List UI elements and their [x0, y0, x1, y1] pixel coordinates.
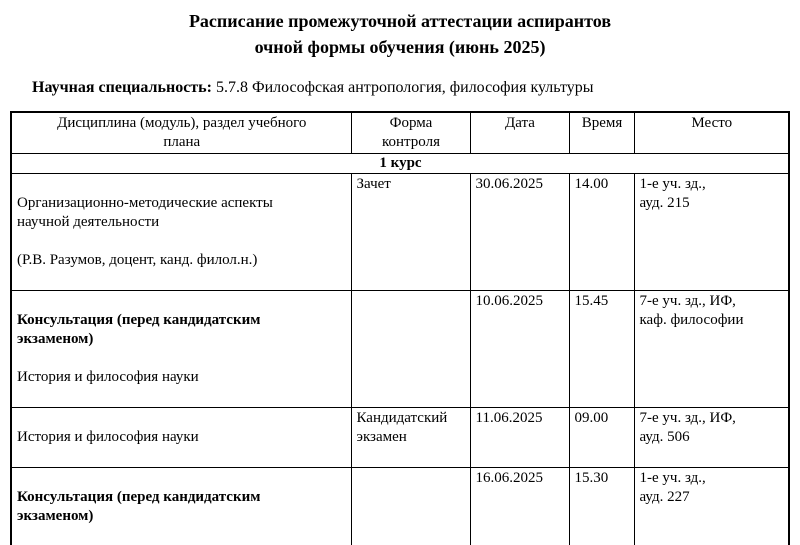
cell-date: 30.06.2025: [469, 173, 570, 291]
document-title-line1: Расписание промежуточной аттестации аспи…: [188, 11, 612, 31]
cell-form: [350, 290, 471, 408]
cell-time: 15.30: [568, 467, 635, 545]
cell-form: [350, 467, 471, 545]
cell-time: 09.00: [568, 407, 635, 468]
table-row: Консультация (перед кандидатским экзамен…: [10, 290, 790, 408]
cell-place: 7-е уч. зд., ИФ, каф. философии: [633, 290, 790, 408]
header-time: Время: [568, 111, 635, 154]
discipline-bold-text: Консультация (перед кандидатским экзамен…: [17, 489, 261, 524]
cell-place: 1-е уч. зд., ауд. 215: [633, 173, 790, 291]
cell-form: Зачет: [350, 173, 471, 291]
specialty-value: 5.7.8 Философская антропология, философи…: [215, 79, 594, 96]
discipline-text: История и философия науки: [17, 369, 199, 385]
specialty-line: Научная специальность: 5.7.8 Философская…: [32, 77, 800, 98]
discipline-bold-text: Консультация (перед кандидатским экзамен…: [17, 312, 261, 347]
cell-place: 1-е уч. зд., ауд. 227: [633, 467, 790, 545]
document-title-line2: очной формы обучения (июнь 2025): [254, 37, 546, 57]
discipline-text: Организационно-методические аспекты науч…: [17, 195, 273, 230]
cell-date: 16.06.2025: [469, 467, 570, 545]
schedule-table: Дисциплина (модуль), раздел учебного пла…: [10, 111, 790, 545]
cell-date: 10.06.2025: [469, 290, 570, 408]
header-discipline: Дисциплина (модуль), раздел учебного пла…: [10, 111, 352, 154]
discipline-text: История и философия науки: [17, 429, 199, 445]
header-place: Место: [633, 111, 790, 154]
specialty-label: Научная специальность:: [32, 79, 212, 96]
cell-date: 11.06.2025: [469, 407, 570, 468]
cell-discipline: Организационно-методические аспекты науч…: [10, 173, 352, 291]
section-row-course1: 1 курс: [10, 153, 790, 174]
header-form: Форма контроля: [350, 111, 471, 154]
cell-form: Кандидатский экзамен: [350, 407, 471, 468]
table-row: Организационно-методические аспекты науч…: [10, 173, 790, 291]
cell-time: 14.00: [568, 173, 635, 291]
table-row: История и философия науки Кандидатский э…: [10, 407, 790, 468]
cell-discipline: Консультация (перед кандидатским экзамен…: [10, 290, 352, 408]
discipline-note: (Р.В. Разумов, доцент, канд. филол.н.): [17, 252, 258, 268]
header-date: Дата: [469, 111, 570, 154]
cell-time: 15.45: [568, 290, 635, 408]
cell-discipline: История и философия науки: [10, 407, 352, 468]
section-label: 1 курс: [10, 153, 790, 174]
cell-place: 7-е уч. зд., ИФ, ауд. 506: [633, 407, 790, 468]
table-header-row: Дисциплина (модуль), раздел учебного пла…: [10, 111, 790, 154]
document-title: Расписание промежуточной аттестации аспи…: [0, 0, 800, 60]
cell-discipline: Консультация (перед кандидатским экзамен…: [10, 467, 352, 545]
table-row: Консультация (перед кандидатским экзамен…: [10, 467, 790, 545]
